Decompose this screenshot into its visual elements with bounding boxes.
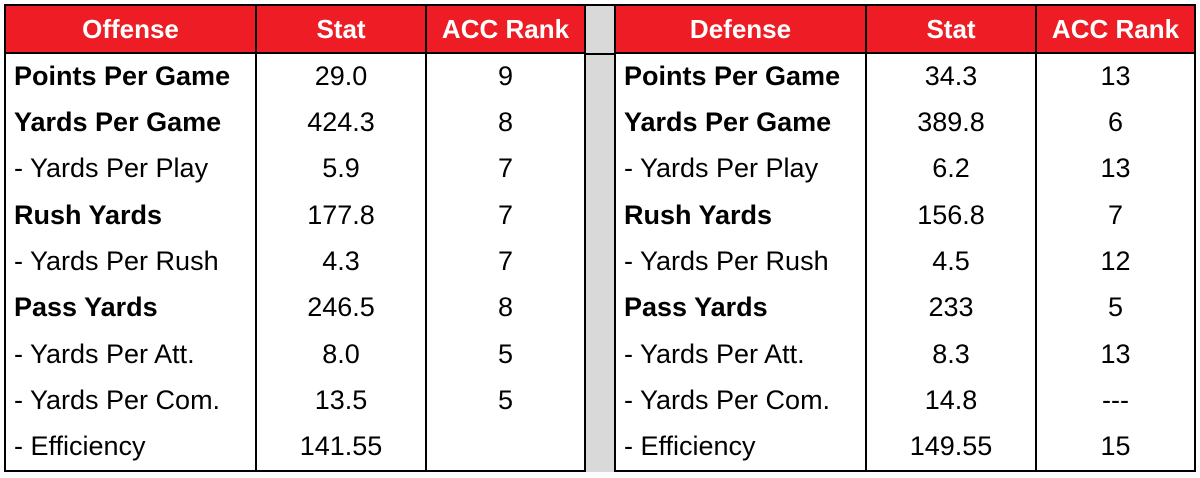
defense-row: Pass Yards 233 5 [616,284,1194,331]
defense-row-rank: 13 [1035,145,1194,192]
defense-row-rank: 13 [1035,53,1194,100]
defense-header-stat: Stat [865,6,1036,54]
offense-row-label: - Yards Per Rush [14,245,219,276]
separator-header [586,6,614,53]
defense-row-rank: 15 [1035,423,1194,470]
defense-row-stat: 389.8 [865,99,1036,146]
defense-row-rank: 12 [1035,238,1194,285]
defense-header-row: Defense Stat ACC Rank [616,6,1194,54]
defense-row-rank: --- [1035,377,1194,424]
offense-row-stat: 177.8 [255,191,426,239]
offense-row-stat: 141.55 [255,423,426,470]
defense-header-rank: ACC Rank [1035,6,1194,54]
defense-row: Rush Yards 156.8 7 [616,191,1194,239]
offense-row: Yards Per Game 424.3 8 [6,99,584,146]
defense-row: - Yards Per Com. 14.8 --- [616,377,1194,424]
offense-row-stat: 246.5 [255,284,426,331]
offense-row-label: Points Per Game [14,61,231,92]
offense-row: - Yards Per Rush 4.3 7 [6,238,584,285]
defense-row-rank: 5 [1035,284,1194,331]
offense-row-stat: 424.3 [255,99,426,146]
defense-row-rank: 6 [1035,99,1194,146]
offense-row: - Yards Per Play 5.9 7 [6,145,584,192]
offense-row-rank: 9 [425,53,584,100]
defense-header-category: Defense [616,6,866,54]
defense-row-label: Rush Yards [624,199,773,230]
offense-header-stat: Stat [255,6,426,54]
defense-row-label: - Yards Per Att. [624,338,805,369]
defense-row: - Yards Per Rush 4.5 12 [616,238,1194,285]
defense-row-rank: 13 [1035,330,1194,378]
separator-body [586,53,614,472]
offense-row-rank: 7 [425,145,584,192]
offense-row: Points Per Game 29.0 9 [6,53,584,100]
defense-row-stat: 233 [865,284,1036,331]
defense-row: - Efficiency 149.55 15 [616,423,1194,470]
offense-header-rank: ACC Rank [425,6,584,54]
defense-row-label: - Yards Per Play [624,153,819,184]
defense-row-label: Pass Yards [624,292,768,323]
offense-row-stat: 4.3 [255,238,426,285]
defense-row-rank: 7 [1035,191,1194,239]
offense-row: - Yards Per Att. 8.0 5 [6,330,584,378]
defense-row-stat: 149.55 [865,423,1036,470]
offense-row-stat: 13.5 [255,377,426,424]
defense-row-stat: 34.3 [865,53,1036,100]
offense-row: Pass Yards 246.5 8 [6,284,584,331]
defense-row: Points Per Game 34.3 13 [616,53,1194,100]
offense-table: Offense Stat ACC Rank Points Per Game 29.… [4,4,586,472]
defense-row-label: - Yards Per Rush [624,245,829,276]
defense-row: - Yards Per Play 6.2 13 [616,145,1194,192]
offense-row-rank: 5 [425,330,584,378]
offense-header-row: Offense Stat ACC Rank [6,6,584,54]
offense-row-label: - Yards Per Com. [14,384,221,415]
table-separator [586,4,614,472]
offense-row-label: Yards Per Game [14,106,222,137]
offense-row-stat: 29.0 [255,53,426,100]
defense-row-label: Points Per Game [624,61,841,92]
defense-row: - Yards Per Att. 8.3 13 [616,330,1194,378]
offense-row-label: Rush Yards [14,199,163,230]
defense-row-stat: 8.3 [865,330,1036,378]
defense-row-label: Yards Per Game [624,106,832,137]
offense-row: - Efficiency 141.55 [6,423,584,470]
offense-row: - Yards Per Com. 13.5 5 [6,377,584,424]
offense-row-label: - Efficiency [14,431,146,462]
defense-row-stat: 4.5 [865,238,1036,285]
offense-row-rank: 5 [425,377,584,424]
defense-row-stat: 6.2 [865,145,1036,192]
offense-row-rank: 8 [425,99,584,146]
defense-table: Defense Stat ACC Rank Points Per Game 34.… [614,4,1196,472]
defense-row-stat: 156.8 [865,191,1036,239]
defense-row-label: - Yards Per Com. [624,384,831,415]
offense-row-rank: 7 [425,238,584,285]
offense-row-rank: 8 [425,284,584,331]
offense-row-stat: 5.9 [255,145,426,192]
offense-row-rank [425,423,584,470]
offense-row-label: Pass Yards [14,292,158,323]
offense-row-label: - Yards Per Att. [14,338,195,369]
defense-row: Yards Per Game 389.8 6 [616,99,1194,146]
offense-header-category: Offense [6,6,256,54]
defense-row-stat: 14.8 [865,377,1036,424]
defense-row-label: - Efficiency [624,431,756,462]
offense-row-label: - Yards Per Play [14,153,209,184]
offense-row-stat: 8.0 [255,330,426,378]
offense-row-rank: 7 [425,191,584,239]
offense-row: Rush Yards 177.8 7 [6,191,584,239]
